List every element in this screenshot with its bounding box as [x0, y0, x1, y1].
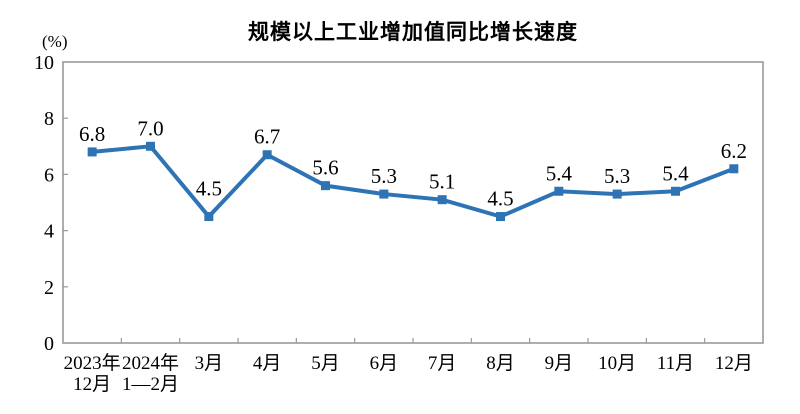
- x-axis-category-label: 8月: [486, 353, 515, 374]
- x-axis-category-label: 9月: [545, 353, 574, 374]
- x-axis-category-label: 7月: [428, 353, 457, 374]
- data-point-marker: [321, 181, 330, 191]
- chart-title: 规模以上工业增加值同比增长速度: [248, 21, 578, 44]
- data-point-label: 4.5: [196, 177, 222, 201]
- x-axis-category-label: 4月: [253, 353, 282, 374]
- plot-frame: [62, 61, 764, 344]
- x-axis-category-label: 10月: [598, 353, 636, 374]
- data-point-label: 6.2: [721, 139, 747, 163]
- y-axis-unit-label: (%): [42, 32, 68, 51]
- data-point-marker: [204, 212, 214, 222]
- y-axis-tick-label: 8: [44, 108, 54, 130]
- data-point-marker: [729, 164, 739, 174]
- data-point-label: 6.8: [79, 122, 105, 146]
- x-axis-category-label: 5月: [311, 353, 340, 374]
- data-point-marker: [146, 141, 155, 151]
- x-axis-category-label: 2024年 1—2月: [122, 352, 179, 395]
- y-axis-tick-label: 2: [44, 277, 54, 299]
- data-point-marker: [671, 186, 680, 196]
- x-axis-category-label: 11月: [657, 353, 694, 374]
- y-axis-tick-label: 4: [44, 221, 54, 243]
- data-point-label: 5.1: [429, 170, 455, 194]
- data-point-label: 4.5: [487, 187, 513, 211]
- data-point-marker: [496, 212, 505, 222]
- data-point-marker: [262, 150, 272, 160]
- data-point-label: 5.4: [662, 161, 689, 185]
- y-axis-tick-label: 10: [34, 52, 54, 74]
- data-point-label: 6.7: [254, 125, 280, 149]
- x-axis-category-label: 3月: [195, 353, 224, 374]
- y-axis-tick-label: 0: [44, 333, 54, 355]
- y-axis-tick-label: 6: [44, 164, 54, 186]
- data-point-label: 7.0: [137, 116, 163, 140]
- data-point-marker: [437, 195, 447, 205]
- x-axis-category-label: 6月: [370, 353, 399, 374]
- data-point-marker: [554, 186, 564, 196]
- x-axis-category-label: 2023年 12月: [64, 352, 121, 395]
- data-point-marker: [379, 189, 389, 199]
- data-point-label: 5.3: [371, 164, 397, 188]
- data-point-marker: [87, 147, 97, 157]
- data-point-label: 5.3: [604, 164, 630, 188]
- data-point-label: 5.4: [546, 161, 573, 185]
- data-point-label: 5.6: [312, 156, 338, 180]
- x-axis-category-label: 12月: [715, 353, 753, 374]
- data-line: [91, 144, 735, 220]
- data-point-marker: [612, 189, 622, 199]
